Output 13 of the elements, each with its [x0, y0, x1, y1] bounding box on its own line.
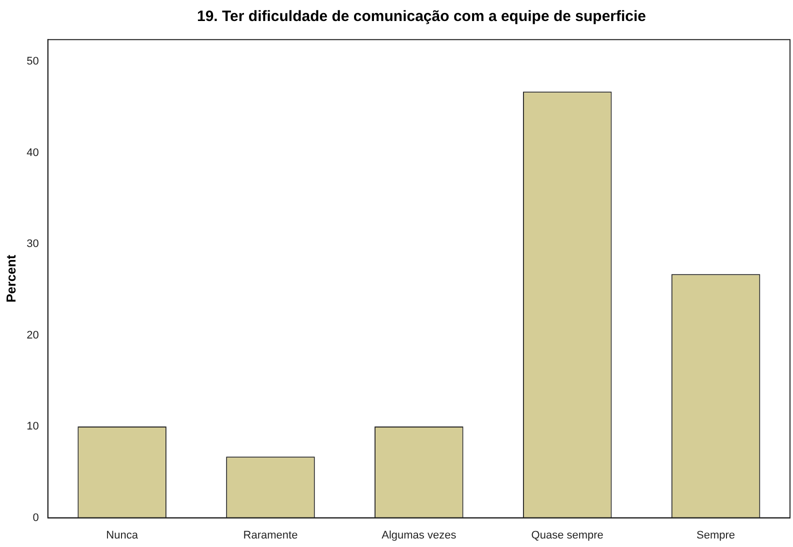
chart-title: 19. Ter dificuldade de comunicação com a equipe de superficie: [196, 8, 648, 25]
y-tick-label: 30: [26, 238, 39, 250]
y-axis-title: Percent: [3, 254, 18, 303]
x-tick-label: Sempre: [696, 529, 736, 542]
x-tick-label: Nunca: [106, 529, 139, 542]
y-tick-label: 10: [26, 420, 39, 433]
y-tick-label: 40: [26, 146, 39, 159]
x-tick-label: Quase sempre: [531, 529, 604, 542]
y-tick-label: 50: [26, 56, 39, 68]
y-tick-label: 20: [26, 329, 39, 342]
y-tick-label: 0: [32, 512, 39, 524]
x-tick-label: Raramente: [243, 529, 298, 542]
x-tick-label: Algumas vezes: [382, 529, 457, 542]
